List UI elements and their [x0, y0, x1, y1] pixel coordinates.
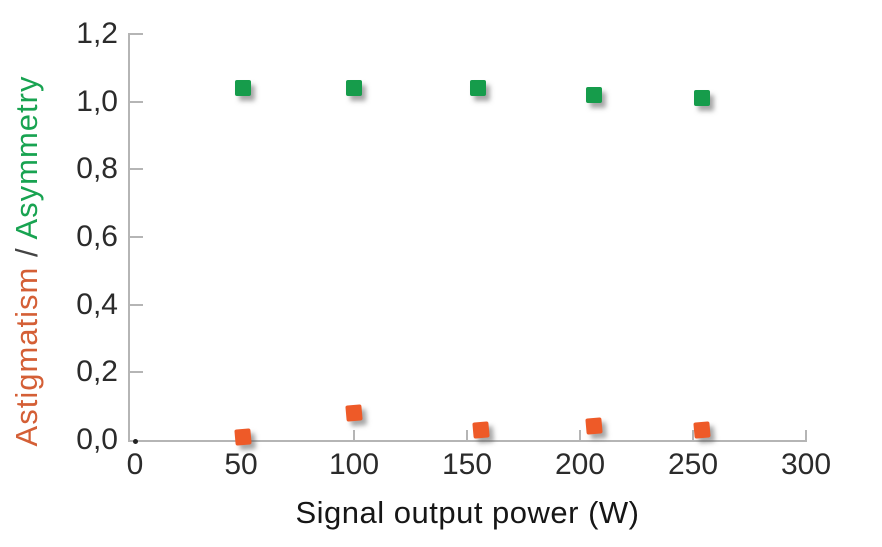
y-tick — [129, 371, 143, 374]
x-tick-label: 250 — [667, 448, 719, 481]
x-axis-line — [128, 440, 807, 442]
x-tick-label: 50 — [224, 448, 258, 481]
x-tick — [805, 430, 807, 440]
y-tick-label: 0,8 — [76, 152, 118, 186]
x-tick — [692, 430, 694, 440]
data-point-astigmatism — [234, 427, 252, 446]
origin-dot — [133, 439, 138, 444]
y-tick-label: 1,2 — [76, 17, 118, 50]
data-point-asymmetry — [235, 80, 252, 97]
data-point-astigmatism — [693, 421, 711, 439]
x-tick-label: 100 — [328, 448, 380, 481]
y-tick — [129, 100, 143, 103]
x-tick-label: 300 — [780, 448, 832, 481]
data-point-astigmatism — [345, 404, 363, 422]
y-tick — [129, 168, 143, 171]
y-tick — [129, 33, 143, 35]
y-tick — [129, 303, 143, 306]
data-point-asymmetry — [694, 90, 711, 107]
x-tick-label: 200 — [554, 448, 606, 481]
y-tick — [129, 236, 143, 238]
x-tick — [466, 430, 468, 440]
x-tick-label: 150 — [441, 448, 493, 481]
y-tick-label: 0,0 — [76, 423, 118, 456]
x-tick — [353, 430, 355, 440]
y-tick-label: 0,6 — [76, 220, 118, 253]
data-point-asymmetry — [470, 80, 487, 97]
x-tick-label: 0 — [126, 448, 144, 481]
x-axis-title: Signal output power (W) — [295, 495, 640, 530]
y-axis-title: Astigmatism / Asymmetry — [9, 76, 45, 447]
x-tick — [579, 430, 581, 440]
y-tick-label: 0,4 — [76, 287, 118, 321]
y-tick-label: 0,2 — [76, 355, 118, 389]
y-tick-label: 1,0 — [76, 84, 118, 118]
data-point-asymmetry — [346, 80, 362, 97]
data-point-astigmatism — [471, 421, 490, 439]
data-point-astigmatism — [584, 417, 603, 436]
data-point-asymmetry — [585, 86, 602, 103]
